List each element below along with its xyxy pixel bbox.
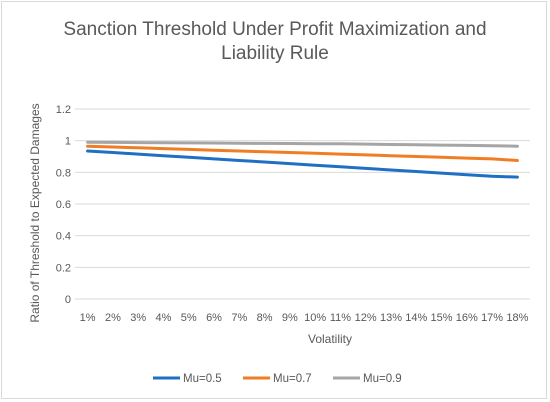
x-tick-label: 15% (431, 312, 453, 324)
series-line-mu-0-9 (86, 140, 519, 148)
series-line-mu-0-5 (86, 149, 519, 179)
x-tick-label: 7% (231, 312, 247, 324)
x-tick-label: 2% (105, 312, 121, 324)
x-tick-label: 14% (405, 312, 427, 324)
x-tick-label: 17% (481, 312, 503, 324)
gridlines (75, 108, 530, 300)
y-tick-labels: 0 0.2 0.4 0.6 0.8 1 1.2 (56, 104, 71, 306)
x-tick-label: 18% (506, 312, 528, 324)
y-tick-label: 0.4 (56, 231, 71, 243)
x-tick-label: 8% (257, 312, 273, 324)
x-tick-label: 3% (130, 312, 146, 324)
legend-label: Mu=0.9 (363, 373, 402, 385)
x-tick-label: 9% (282, 312, 298, 324)
x-tick-label: 11% (330, 312, 351, 324)
x-tick-label: 6% (206, 312, 222, 324)
x-tick-label: 16% (456, 312, 478, 324)
y-tick-label: 1 (65, 136, 71, 148)
series-lines (86, 140, 519, 179)
y-tick-label: 0 (65, 294, 71, 306)
chart-title-line2: Liability Rule (221, 43, 329, 64)
x-tick-labels: 1% 2% 3% 4% 5% 6% 7% 8% 9% 10% 11% 12% 13% 14% 15% 16% 1… (80, 312, 529, 324)
y-tick-label: 0.8 (56, 167, 71, 179)
legend: Mu=0.5 Mu=0.7 Mu=0.9 (153, 373, 402, 385)
x-tick-label: 1% (80, 312, 96, 324)
x-tick-label: 13% (380, 312, 402, 324)
x-tick-label: 5% (181, 312, 197, 324)
x-axis-label: Volatility (308, 332, 352, 346)
y-tick-label: 0.2 (56, 262, 71, 274)
legend-label: Mu=0.7 (273, 373, 312, 385)
x-tick-label: 4% (156, 312, 172, 324)
x-tick-label: 10% (304, 312, 326, 324)
chart-title-line1: Sanction Threshold Under Profit Maximiza… (63, 19, 487, 40)
x-tick-label: 12% (355, 312, 377, 324)
legend-label: Mu=0.5 (183, 373, 222, 385)
y-axis-label: Ratio of Threshold to Expected Damages (28, 103, 42, 322)
series-line-mu-0-7 (86, 144, 519, 162)
y-tick-label: 0.6 (56, 199, 71, 211)
y-tick-label: 1.2 (56, 104, 71, 116)
